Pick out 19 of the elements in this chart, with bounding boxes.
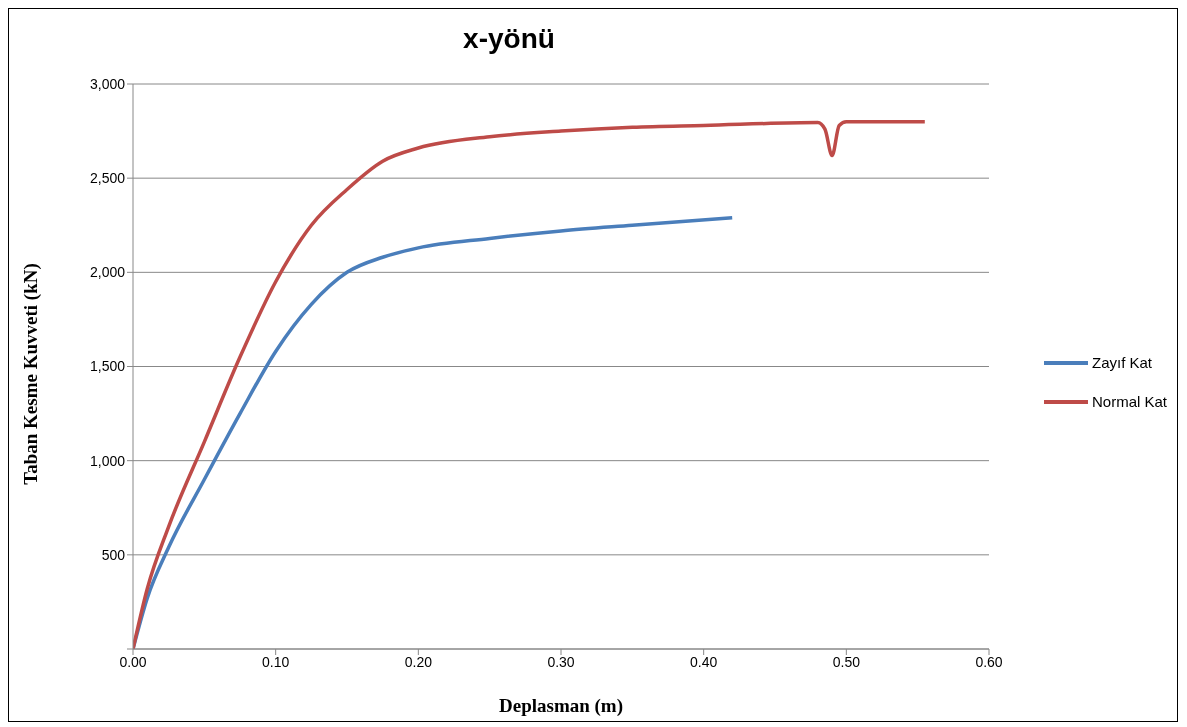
x-tick-label: 0.00 [119, 653, 147, 670]
legend-label: Normal Kat [1092, 393, 1168, 410]
y-axis-title: Taban Kesme Kuvveti (kN) [20, 263, 42, 485]
y-tick-label: 1,500 [89, 358, 126, 375]
x-tick-label: 0.40 [690, 653, 718, 670]
y-tick-label: 3,000 [89, 75, 126, 92]
x-tick-label: 0.20 [404, 653, 433, 670]
x-tick-label: 0.10 [262, 653, 290, 670]
legend-label: Zayıf Kat [1092, 354, 1153, 371]
x-tick-label: 0.50 [832, 653, 861, 670]
x-axis-title: Deplasman (m) [498, 695, 624, 717]
chart-title: x-yönü [462, 23, 556, 55]
y-tick-label: 2,000 [89, 264, 126, 281]
y-tick-label: 1,000 [89, 452, 126, 469]
line-series [133, 119, 927, 649]
y-tick-label: 2,500 [89, 170, 126, 187]
x-tick-label: 0.30 [547, 653, 575, 670]
x-tick-label: 0.60 [975, 653, 1003, 670]
y-tick-label: 500 [101, 546, 126, 563]
